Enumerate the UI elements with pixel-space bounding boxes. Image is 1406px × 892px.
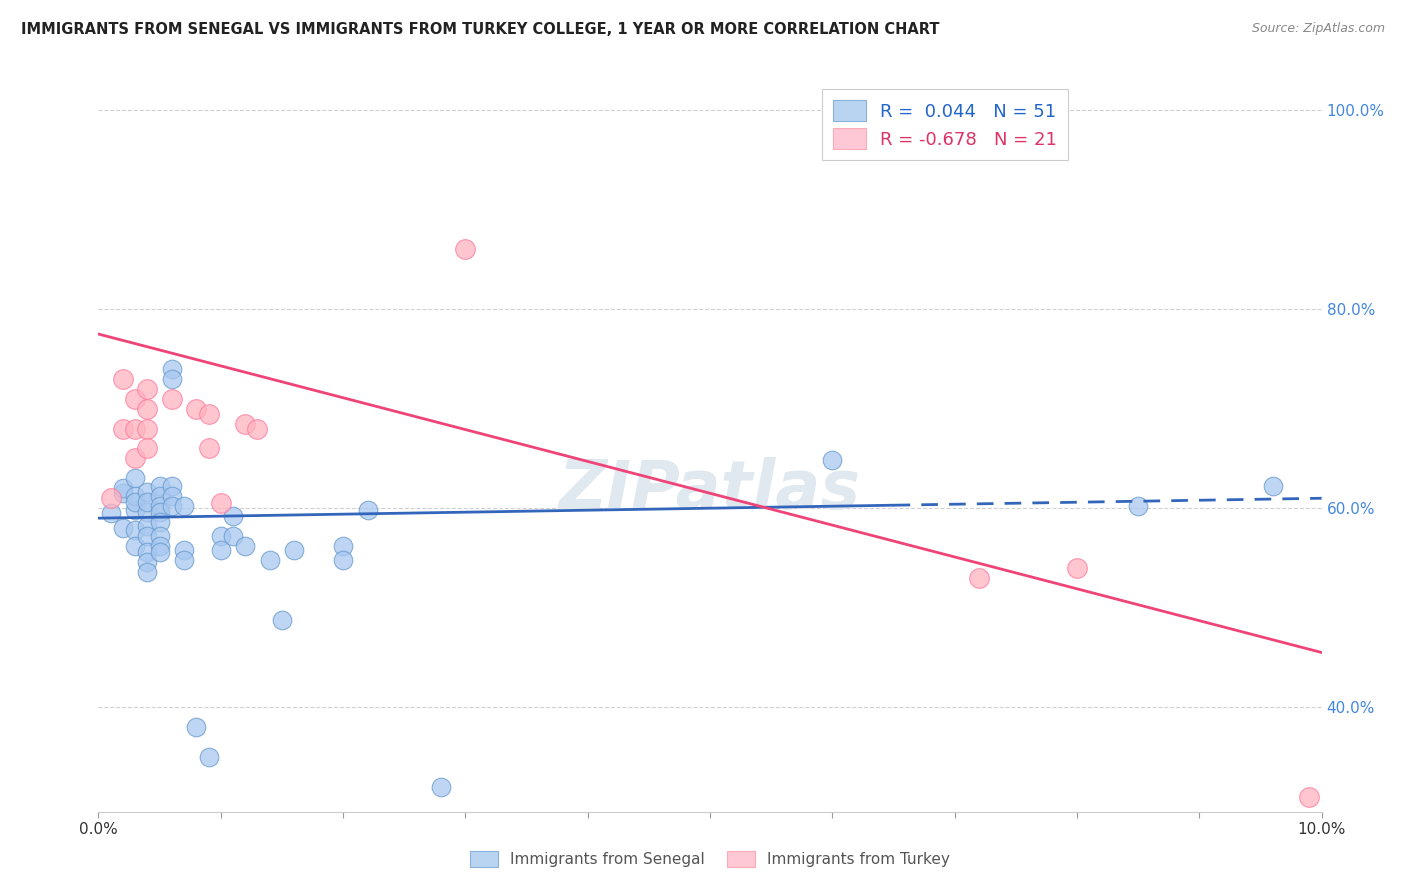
Text: ZIPatlas: ZIPatlas <box>560 457 860 523</box>
Point <box>160 362 183 376</box>
Point <box>186 401 208 416</box>
Point <box>173 543 195 558</box>
Point <box>124 523 146 537</box>
Point <box>124 451 146 466</box>
Point <box>283 543 305 558</box>
Point <box>136 529 159 543</box>
Point <box>136 382 159 396</box>
Point <box>100 506 122 520</box>
Point <box>209 543 232 558</box>
Text: Source: ZipAtlas.com: Source: ZipAtlas.com <box>1251 22 1385 36</box>
Point <box>270 613 292 627</box>
Point <box>1261 479 1284 493</box>
Point <box>197 442 219 456</box>
Point <box>222 529 245 543</box>
Point <box>332 553 354 567</box>
Point <box>100 491 122 506</box>
Point <box>149 489 172 503</box>
Point <box>124 539 146 553</box>
Point <box>454 243 477 257</box>
Point <box>111 481 134 495</box>
Point <box>160 392 183 406</box>
Point <box>136 442 159 456</box>
Point <box>136 495 159 509</box>
Point <box>430 780 453 794</box>
Point <box>124 489 146 503</box>
Point <box>149 515 172 529</box>
Point <box>821 453 844 467</box>
Point <box>149 505 172 519</box>
Point <box>233 539 256 553</box>
Point <box>124 421 146 435</box>
Point <box>124 495 146 509</box>
Point <box>149 545 172 559</box>
Point <box>160 372 183 386</box>
Point <box>124 392 146 406</box>
Point <box>160 489 183 503</box>
Point <box>149 499 172 513</box>
Point <box>111 372 134 386</box>
Point <box>149 529 172 543</box>
Point <box>124 471 146 485</box>
Point <box>136 545 159 559</box>
Point <box>259 553 281 567</box>
Point <box>222 509 245 524</box>
Point <box>160 479 183 493</box>
Point <box>136 401 159 416</box>
Point <box>1128 499 1150 513</box>
Point <box>111 521 134 535</box>
Point <box>209 529 232 543</box>
Point <box>209 496 232 510</box>
Point <box>173 499 195 513</box>
Point <box>149 479 172 493</box>
Point <box>111 421 134 435</box>
Point <box>1066 561 1088 575</box>
Point <box>136 565 159 579</box>
Point <box>246 421 269 435</box>
Point <box>1298 789 1320 804</box>
Point <box>149 539 172 553</box>
Point <box>967 571 990 585</box>
Point <box>111 486 134 500</box>
Point <box>136 421 159 435</box>
Point <box>197 407 219 421</box>
Point <box>124 503 146 517</box>
Point <box>136 555 159 569</box>
Point <box>136 519 159 533</box>
Point <box>186 720 208 734</box>
Point <box>233 417 256 431</box>
Point <box>197 750 219 764</box>
Point <box>332 539 354 553</box>
Text: IMMIGRANTS FROM SENEGAL VS IMMIGRANTS FROM TURKEY COLLEGE, 1 YEAR OR MORE CORREL: IMMIGRANTS FROM SENEGAL VS IMMIGRANTS FR… <box>21 22 939 37</box>
Point <box>136 505 159 519</box>
Legend: Immigrants from Senegal, Immigrants from Turkey: Immigrants from Senegal, Immigrants from… <box>464 846 956 873</box>
Y-axis label: College, 1 year or more: College, 1 year or more <box>0 356 7 536</box>
Point <box>356 503 378 517</box>
Point <box>160 499 183 513</box>
Point <box>136 485 159 500</box>
Point <box>173 553 195 567</box>
